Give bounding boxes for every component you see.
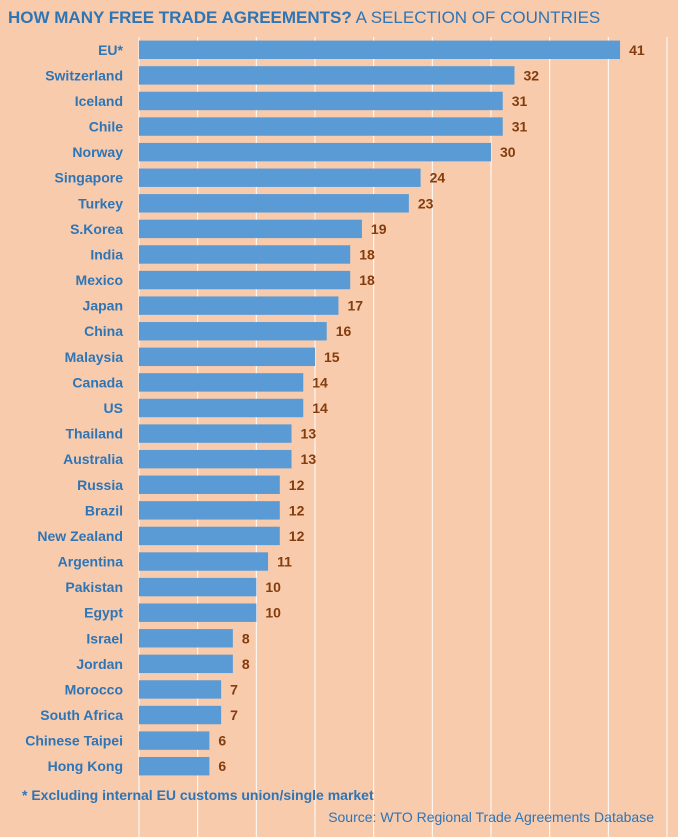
value-label: 32 [523, 67, 539, 83]
value-label: 19 [371, 221, 387, 237]
category-label: Hong Kong [48, 758, 123, 774]
bar [139, 629, 233, 648]
bar [139, 373, 304, 392]
value-label: 13 [301, 451, 317, 467]
category-label: Australia [63, 451, 123, 467]
category-label: Russia [77, 477, 123, 493]
bar [139, 577, 257, 597]
bar [139, 117, 503, 136]
chart-title-main: HOW MANY FREE TRADE AGREEMENTS? [8, 8, 352, 27]
category-label: Brazil [85, 502, 123, 518]
value-label: 10 [265, 605, 281, 621]
category-label: S.Korea [70, 221, 123, 237]
category-label: India [90, 246, 123, 262]
value-labels: 41 32 31 31 30 24 23 19 18 18 17 16 15 14 14 13 13 12 12 12… [218, 42, 644, 774]
value-label: 31 [512, 119, 528, 135]
bar [139, 40, 621, 60]
bar [139, 66, 515, 85]
bar [139, 245, 351, 264]
value-label: 18 [359, 272, 375, 288]
bar [139, 91, 503, 111]
value-label: 23 [418, 195, 434, 211]
bar [139, 654, 233, 674]
category-label: South Africa [40, 707, 123, 723]
bar [139, 219, 362, 239]
value-label: 18 [359, 246, 375, 262]
value-label: 14 [312, 374, 328, 390]
category-label: US [104, 400, 123, 416]
bar [139, 270, 351, 290]
footnote: * Excluding internal EU customs union/si… [22, 787, 374, 803]
value-label: 6 [218, 733, 226, 749]
value-label: 11 [277, 554, 292, 570]
category-label: Japan [83, 298, 123, 314]
category-label: Pakistan [65, 579, 123, 595]
category-label: China [84, 323, 123, 339]
bar [139, 449, 292, 469]
bar [139, 526, 280, 546]
category-label: Iceland [75, 93, 123, 109]
category-label: EU* [98, 42, 123, 58]
bar [139, 322, 327, 341]
category-label: Canada [72, 374, 123, 390]
category-label: Morocco [65, 681, 123, 697]
value-label: 14 [312, 400, 328, 416]
bar [139, 705, 222, 725]
category-label: Chinese Taipei [25, 733, 123, 749]
category-label: New Zealand [37, 528, 123, 544]
chart-title: HOW MANY FREE TRADE AGREEMENTS? A SELECT… [8, 8, 673, 28]
chart-title-sub: A SELECTION OF COUNTRIES [355, 8, 601, 27]
value-label: 12 [289, 502, 305, 518]
category-label: Mexico [76, 272, 123, 288]
bars [139, 40, 621, 776]
value-label: 7 [230, 707, 238, 723]
value-label: 30 [500, 144, 516, 160]
bar [139, 142, 491, 162]
category-label: Thailand [65, 426, 123, 442]
value-label: 8 [242, 656, 250, 672]
bar [139, 347, 315, 367]
category-label: Norway [72, 144, 123, 160]
bar [139, 475, 280, 494]
value-label: 10 [265, 579, 281, 595]
bar [139, 731, 210, 750]
category-label: Jordan [76, 656, 123, 672]
bar [139, 603, 257, 622]
value-label: 8 [242, 630, 250, 646]
value-label: 12 [289, 528, 305, 544]
value-label: 24 [430, 170, 446, 186]
value-label: 15 [324, 349, 340, 365]
category-label: Singapore [55, 170, 124, 186]
value-label: 12 [289, 477, 305, 493]
bar [139, 398, 304, 418]
bar [139, 168, 421, 187]
value-label: 41 [629, 42, 645, 58]
category-label: Egypt [84, 605, 123, 621]
bar [139, 194, 409, 213]
category-label: Turkey [78, 195, 123, 211]
category-label: Chile [89, 119, 123, 135]
value-label: 16 [336, 323, 352, 339]
category-label: Malaysia [65, 349, 124, 365]
bar [139, 424, 292, 443]
category-label: Switzerland [45, 67, 123, 83]
category-labels: EU* Switzerland Iceland Chile Norway Singapor… [25, 42, 123, 774]
bar [139, 552, 269, 571]
value-label: 17 [347, 298, 363, 314]
bar [139, 296, 339, 315]
bar [139, 501, 280, 520]
bar [139, 680, 222, 699]
bar [139, 756, 210, 776]
category-label: Argentina [58, 554, 124, 570]
category-label: Israel [86, 630, 123, 646]
value-label: 7 [230, 681, 238, 697]
value-label: 13 [301, 426, 317, 442]
source-note: Source: WTO Regional Trade Agreements Da… [328, 809, 654, 825]
value-label: 6 [218, 758, 226, 774]
value-label: 31 [512, 93, 528, 109]
